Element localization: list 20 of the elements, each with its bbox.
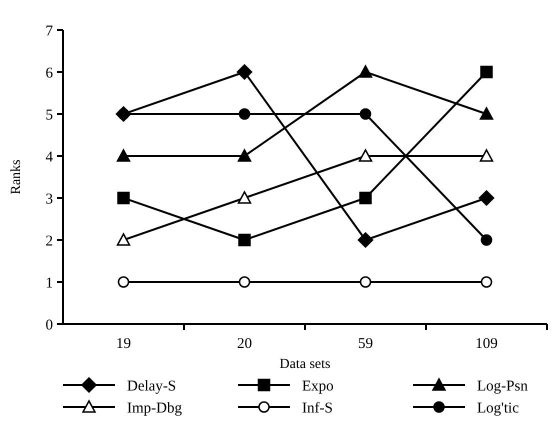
y-tick-label: 2 [46, 233, 53, 250]
x-axis-title: Data sets [280, 357, 330, 372]
x-tick-label: 59 [358, 336, 373, 352]
x-tick-label: 109 [475, 336, 498, 352]
y-tick-label: 7 [46, 23, 54, 40]
legend-label: Imp-Dbg [127, 400, 182, 416]
x-tick-label: 20 [237, 336, 252, 352]
y-tick-label: 4 [46, 149, 54, 166]
legend-label: Log-Psn [477, 378, 528, 394]
x-tick-label: 19 [116, 336, 131, 352]
legend-label: Expo [302, 378, 334, 394]
y-tick-label: 5 [46, 107, 53, 124]
y-tick-label: 1 [46, 275, 53, 292]
y-tick-label: 3 [46, 191, 53, 208]
y-tick-label: 6 [46, 65, 54, 82]
legend-label: Delay-S [127, 378, 176, 394]
y-tick-label: 0 [46, 317, 53, 334]
y-axis-title: Ranks [9, 160, 24, 194]
legend-label: Inf-S [302, 400, 333, 416]
legend-label: Log'tic [477, 400, 520, 416]
